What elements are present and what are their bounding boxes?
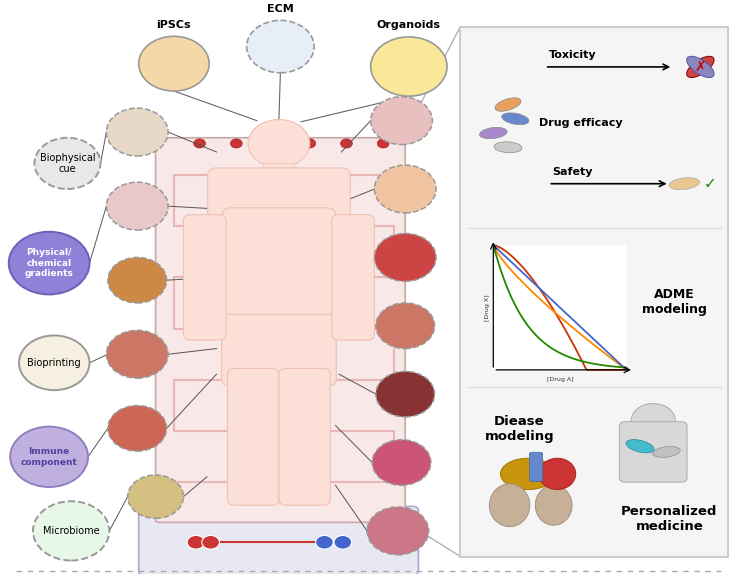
FancyBboxPatch shape: [208, 168, 350, 227]
FancyBboxPatch shape: [461, 26, 728, 557]
Ellipse shape: [495, 98, 521, 111]
Text: ADME
modeling: ADME modeling: [642, 288, 707, 316]
Text: Microbiome: Microbiome: [43, 526, 99, 536]
Circle shape: [376, 303, 435, 348]
Circle shape: [202, 535, 220, 549]
Circle shape: [372, 440, 431, 485]
Circle shape: [371, 97, 433, 144]
Text: ✓: ✓: [704, 176, 716, 191]
Ellipse shape: [494, 142, 522, 153]
FancyBboxPatch shape: [620, 421, 687, 482]
Circle shape: [19, 335, 89, 390]
Circle shape: [106, 182, 168, 230]
Circle shape: [268, 139, 279, 148]
Circle shape: [334, 535, 352, 549]
Text: Diease
modeling: Diease modeling: [484, 415, 554, 443]
Circle shape: [187, 535, 205, 549]
Circle shape: [194, 139, 206, 148]
Text: [Drug X]: [Drug X]: [485, 294, 489, 321]
Text: Personalized
medicine: Personalized medicine: [621, 505, 718, 533]
Circle shape: [106, 108, 168, 156]
Ellipse shape: [687, 56, 714, 78]
Ellipse shape: [687, 56, 714, 78]
Text: Drug efficacy: Drug efficacy: [539, 118, 623, 128]
Circle shape: [248, 120, 310, 167]
FancyBboxPatch shape: [222, 315, 336, 386]
Circle shape: [247, 20, 314, 73]
Text: Immune
component: Immune component: [21, 447, 77, 466]
Ellipse shape: [480, 128, 507, 139]
Ellipse shape: [653, 447, 680, 457]
FancyBboxPatch shape: [184, 214, 226, 340]
Ellipse shape: [489, 484, 530, 527]
Ellipse shape: [626, 440, 654, 453]
FancyBboxPatch shape: [228, 369, 279, 505]
Text: ✗: ✗: [694, 60, 706, 74]
FancyBboxPatch shape: [493, 245, 626, 370]
Circle shape: [10, 427, 88, 487]
FancyBboxPatch shape: [332, 214, 374, 340]
Circle shape: [371, 37, 447, 96]
Circle shape: [377, 139, 389, 148]
Ellipse shape: [539, 458, 576, 489]
Text: iPSCs: iPSCs: [157, 20, 191, 29]
Circle shape: [340, 139, 352, 148]
Text: ECM: ECM: [267, 3, 294, 14]
Circle shape: [374, 165, 436, 213]
Circle shape: [374, 233, 436, 281]
Circle shape: [106, 330, 168, 378]
FancyBboxPatch shape: [264, 163, 294, 179]
FancyBboxPatch shape: [139, 507, 419, 575]
Ellipse shape: [500, 458, 556, 489]
Circle shape: [231, 139, 242, 148]
Text: Physical/
chemical
gradients: Physical/ chemical gradients: [24, 248, 74, 278]
Text: Bioprinting: Bioprinting: [27, 358, 81, 368]
Ellipse shape: [535, 485, 572, 525]
Ellipse shape: [502, 113, 529, 125]
Ellipse shape: [669, 178, 699, 190]
Circle shape: [139, 36, 209, 91]
Text: [Drug A]: [Drug A]: [547, 377, 573, 382]
FancyBboxPatch shape: [223, 208, 335, 335]
FancyBboxPatch shape: [529, 453, 542, 481]
Circle shape: [631, 404, 675, 438]
Circle shape: [376, 371, 435, 417]
Text: Toxicity: Toxicity: [548, 50, 596, 60]
Circle shape: [367, 507, 429, 555]
Circle shape: [35, 138, 100, 189]
Circle shape: [108, 405, 167, 451]
Circle shape: [108, 258, 167, 303]
Circle shape: [315, 535, 333, 549]
FancyBboxPatch shape: [156, 138, 405, 522]
Text: Safety: Safety: [552, 167, 593, 177]
FancyBboxPatch shape: [279, 369, 330, 505]
Text: Biophysical
cue: Biophysical cue: [40, 152, 95, 174]
Text: Organoids: Organoids: [377, 20, 441, 30]
Circle shape: [304, 139, 315, 148]
Circle shape: [9, 232, 89, 294]
Circle shape: [33, 501, 109, 561]
Circle shape: [128, 475, 184, 518]
